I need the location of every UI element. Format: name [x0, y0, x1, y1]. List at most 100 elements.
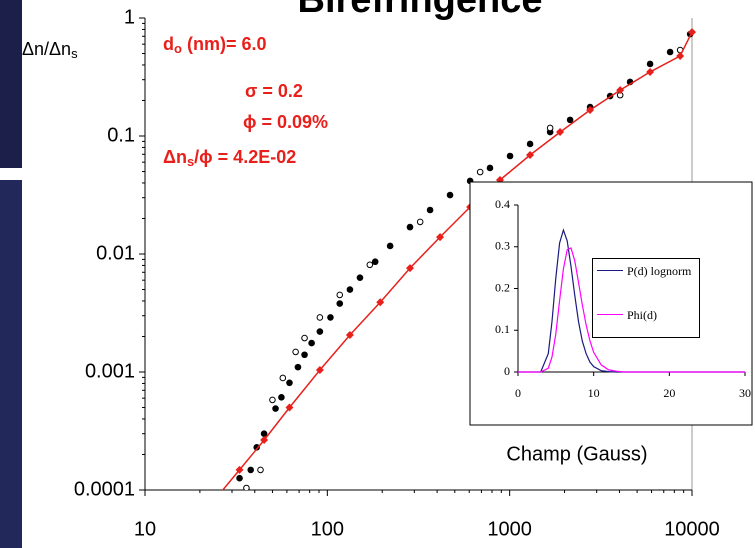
fit-marker [376, 298, 385, 307]
data-point [269, 396, 276, 404]
data-point [316, 328, 324, 335]
fit-marker [260, 436, 269, 445]
legend-label: P(d) lognorm [627, 264, 692, 278]
fit-marker [688, 28, 696, 37]
fit-marker [646, 67, 655, 76]
fit-marker [676, 52, 685, 61]
legend-label: Phi(d) [627, 308, 657, 322]
data-point [476, 168, 484, 176]
y-axis-label-part: s [71, 46, 78, 61]
inset-y-tick-label: 0.2 [495, 280, 510, 294]
y-axis-label: Δn/Δns [22, 39, 78, 62]
data-point [566, 116, 574, 124]
data-point [279, 374, 287, 382]
inset-line [518, 228, 745, 373]
data-point [292, 348, 299, 356]
x-tick-label: 1000 [487, 518, 532, 540]
annotation-part: σ = 0.2 [245, 81, 303, 101]
data-point [272, 405, 279, 412]
annotation-part: (nm)= 6.0 [182, 34, 267, 54]
x-tick-label: 10000 [664, 518, 720, 540]
annotation-part: ϕ = 0.09% [243, 112, 328, 132]
annotation-part: o [174, 41, 182, 56]
fit-marker [285, 403, 294, 412]
annotation: do (nm)= 6.0 [163, 34, 266, 57]
data-point [236, 474, 243, 482]
data-point [226, 497, 233, 504]
legend-swatch [597, 314, 623, 315]
data-point [286, 379, 293, 387]
inset-x-tick-label: 0 [515, 386, 521, 400]
y-tick-label: 0.01 [96, 242, 135, 264]
x-tick-label: 10 [134, 518, 156, 540]
legend: P(d) lognorm Phi(d) [592, 258, 700, 338]
y-tick-label: 1 [124, 6, 135, 28]
data-point [316, 314, 324, 321]
fit-marker [196, 516, 204, 524]
background-strip [0, 180, 22, 548]
x-tick-label: 100 [311, 518, 344, 540]
inset-x-tick-label: 30 [739, 386, 751, 400]
annotation-part: s [187, 154, 194, 169]
data-point [446, 191, 454, 199]
data-point [646, 60, 654, 68]
inset-y-tick-label: 0.4 [495, 197, 510, 211]
background-strip [0, 0, 22, 168]
fit-marker [556, 128, 565, 137]
inset-x-tick-label: 10 [588, 386, 600, 400]
fit-marker [616, 86, 625, 95]
data-point [308, 339, 315, 347]
fit-marker [526, 151, 535, 160]
y-tick-label: 0.1 [107, 124, 135, 146]
annotation-part: Δn [163, 147, 187, 167]
data-point [366, 261, 374, 269]
data-point [371, 258, 379, 266]
data-point [356, 274, 364, 281]
y-axis-label-part: Δn/Δn [22, 39, 71, 59]
x-axis-label: Champ (Gauss) [506, 443, 647, 465]
legend-entry: P(d) lognorm [597, 263, 697, 279]
annotation: Δns/ϕ = 4.2E-02 [163, 147, 296, 170]
fit-marker [315, 365, 324, 374]
fit-marker [210, 496, 218, 504]
data-point [426, 206, 434, 214]
data-point [406, 223, 414, 231]
data-point [526, 140, 534, 148]
inset-line [518, 247, 745, 373]
data-point [506, 152, 514, 160]
data-point [336, 291, 344, 299]
y-tick-label: 0.001 [85, 360, 135, 382]
data-point [327, 314, 334, 321]
data-point [301, 351, 308, 359]
annotation-part: d [163, 34, 174, 54]
data-point [486, 164, 494, 172]
fit-marker [405, 264, 414, 273]
inset-x-tick-label: 20 [663, 386, 675, 400]
data-point [666, 48, 674, 56]
data-layer [196, 28, 696, 524]
data-point [253, 444, 261, 451]
data-point [336, 300, 344, 307]
inset-y-tick-label: 0 [504, 364, 510, 378]
data-point [546, 124, 554, 132]
inset-y-tick-label: 0.3 [495, 239, 510, 253]
fit-marker [586, 106, 595, 115]
annotation: σ = 0.2 [245, 81, 303, 101]
fit-marker [345, 330, 354, 339]
inset-y-tick-label: 0.1 [495, 322, 510, 336]
data-point [243, 484, 250, 490]
y-tick-label: 0.0001 [74, 478, 135, 500]
chart-title: Birefringence [298, 0, 543, 21]
data-point [260, 430, 268, 437]
data-point [247, 466, 255, 474]
data-point [386, 242, 394, 250]
legend-entry: Phi(d) [597, 307, 697, 323]
data-point [301, 334, 308, 342]
data-point [294, 363, 302, 371]
annotation-part: /ϕ = 4.2E-02 [194, 147, 296, 167]
data-point [257, 466, 264, 474]
data-point [416, 218, 424, 226]
annotation: ϕ = 0.09% [243, 112, 328, 132]
